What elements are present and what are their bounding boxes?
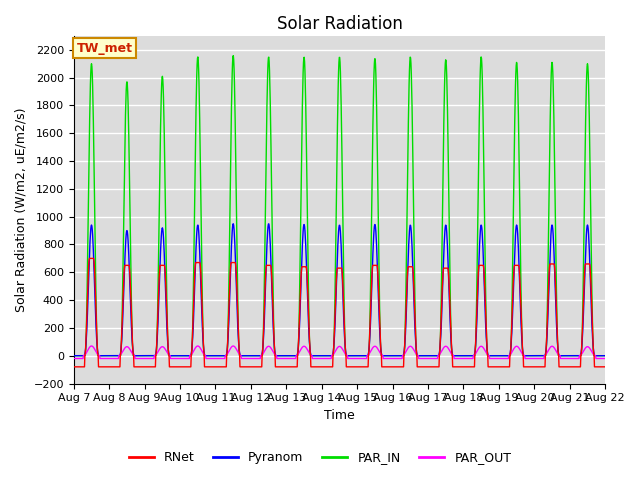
X-axis label: Time: Time [324,409,355,422]
Y-axis label: Solar Radiation (W/m2, uE/m2/s): Solar Radiation (W/m2, uE/m2/s) [15,108,28,312]
Title: Solar Radiation: Solar Radiation [276,15,403,33]
Legend: RNet, Pyranom, PAR_IN, PAR_OUT: RNet, Pyranom, PAR_IN, PAR_OUT [124,446,516,469]
Text: TW_met: TW_met [76,42,132,55]
